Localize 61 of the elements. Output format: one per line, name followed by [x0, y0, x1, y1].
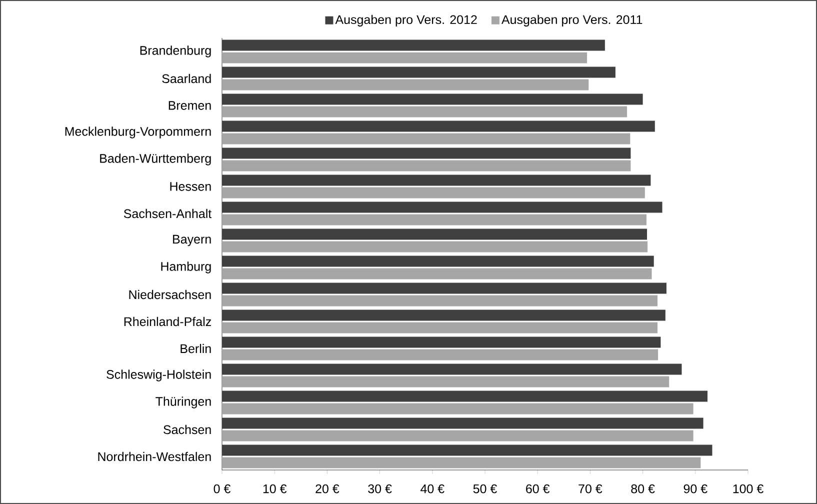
bar [222, 336, 661, 348]
bar [222, 160, 631, 172]
x-tick-label: 60 € [526, 484, 550, 494]
bar [222, 106, 628, 118]
bar [222, 66, 616, 78]
bar [222, 174, 651, 186]
bar [222, 268, 652, 280]
bar [222, 148, 631, 159]
x-tick-label: 80 € [631, 484, 655, 494]
x-tick-label: 30 € [368, 484, 392, 494]
bar [222, 256, 654, 267]
y-tick-label: Brandenburg [140, 46, 211, 58]
y-tick-label: Bayern [173, 234, 211, 246]
y-tick-label: Niedersachsen [129, 290, 211, 300]
y-tick-label: Thüringen [156, 396, 211, 408]
x-tick-label: 70 € [578, 484, 602, 494]
legend-label: Ausgaben pro Vers. 2012 [335, 14, 477, 27]
y-tick-label: Hamburg [161, 262, 211, 274]
y-tick-label: Saarland [162, 74, 211, 84]
y-tick-label: Nordrhein-Westfalen [98, 452, 211, 462]
bar [222, 241, 648, 252]
bar [222, 40, 605, 51]
bar [222, 457, 701, 468]
y-tick-label: Schleswig-Holstein [106, 370, 211, 382]
bar [222, 349, 658, 360]
y-tick-label: Hessen [170, 182, 211, 191]
bar [222, 403, 694, 414]
bar [222, 52, 588, 64]
legend-label: Ausgaben pro Vers. 2011 [501, 14, 642, 27]
bar [222, 187, 645, 198]
y-tick-label: Sachsen [164, 424, 211, 434]
bar [222, 282, 666, 294]
bar [222, 295, 658, 306]
bar [222, 310, 666, 321]
x-tick-label: 20 € [316, 484, 340, 494]
x-tick-label: 40 € [420, 484, 444, 494]
bar [222, 79, 589, 90]
bar [222, 94, 643, 105]
bar [222, 120, 655, 132]
bar [222, 390, 708, 402]
bar [222, 322, 658, 334]
y-tick-label: Berlin [180, 344, 211, 354]
x-tick-label: 10 € [263, 484, 287, 494]
y-tick-label: Rheinland-Pfalz [124, 316, 211, 326]
y-tick-label: Baden-Württemberg [100, 154, 211, 166]
x-tick-label: 0 € [214, 484, 230, 494]
bar [222, 376, 670, 388]
y-tick-label: Bremen [168, 101, 211, 110]
bar [222, 228, 648, 240]
y-tick-label: Mecklenburg-Vorpommern [65, 126, 211, 138]
bar [222, 214, 646, 226]
bar [222, 202, 662, 213]
bar [222, 133, 630, 144]
y-tick-label: Sachsen-Anhalt [124, 208, 212, 218]
bar [222, 444, 712, 456]
bar [222, 430, 694, 442]
bar [222, 418, 704, 429]
x-tick-label: 100 € [733, 484, 764, 494]
x-tick-label: 50 € [473, 484, 497, 494]
x-tick-label: 90 € [684, 484, 708, 494]
bar [222, 364, 682, 375]
